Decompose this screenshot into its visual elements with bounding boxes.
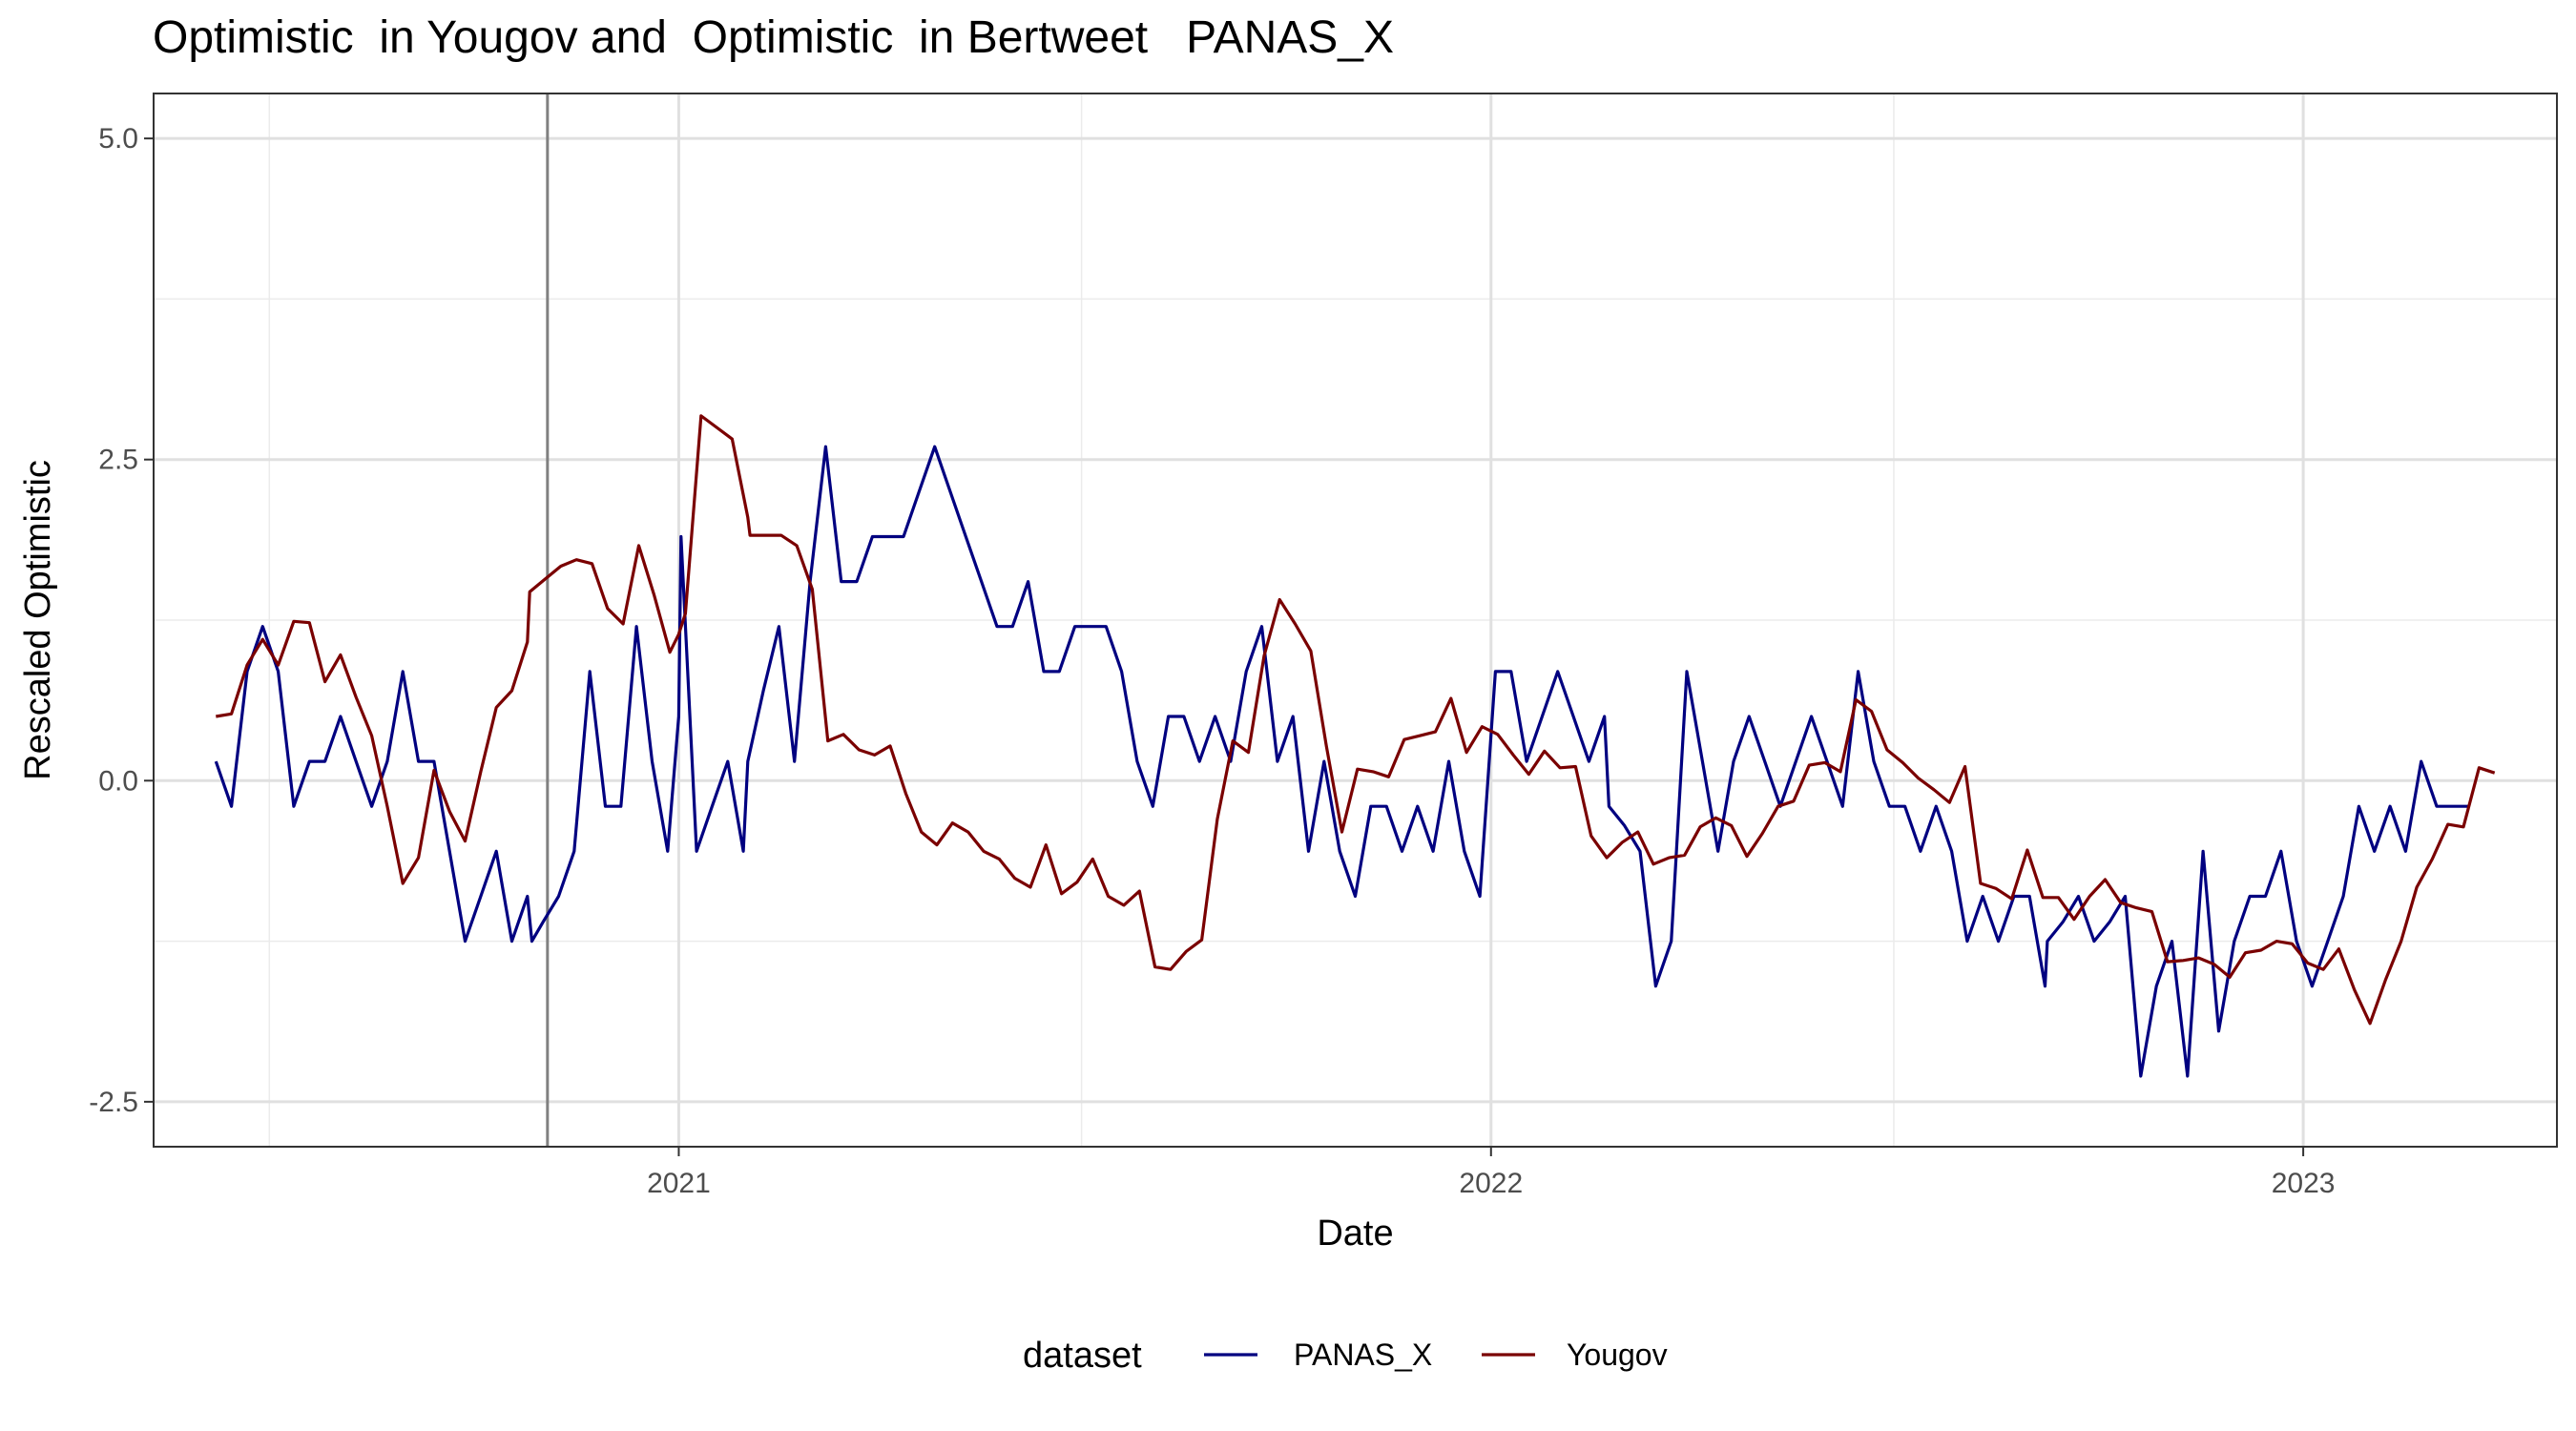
y-axis: -2.5 0.0 2.5 5.0 xyxy=(89,123,154,1118)
legend-label-panas-x: PANAS_X xyxy=(1294,1338,1432,1372)
series-line-panas-x xyxy=(214,445,2468,1078)
x-axis-title: Date xyxy=(1317,1213,1393,1254)
minor-gridlines xyxy=(154,93,2557,1147)
y-tick-label: -2.5 xyxy=(89,1087,138,1118)
chart-title: Optimistic in Yougov and Optimistic in B… xyxy=(153,12,1395,63)
x-axis: 2021 2022 2023 xyxy=(647,1147,2335,1199)
legend-label-yougov: Yougov xyxy=(1567,1338,1668,1372)
y-tick-label: 5.0 xyxy=(98,123,138,155)
series-layer xyxy=(214,414,2496,1078)
y-axis-title: Rescaled Optimistic xyxy=(18,460,58,780)
plot-panel-border xyxy=(153,93,2558,1148)
y-tick-label: 0.0 xyxy=(98,765,138,797)
x-tick-label: 2023 xyxy=(2272,1168,2336,1199)
x-tick-label: 2022 xyxy=(1459,1168,1523,1199)
series-line-yougov xyxy=(216,414,2496,1026)
legend-title: dataset xyxy=(1023,1336,1142,1376)
x-tick-label: 2021 xyxy=(647,1168,711,1199)
legend: dataset PANAS_X Yougov xyxy=(1023,1336,1668,1376)
y-tick-label: 2.5 xyxy=(98,445,138,476)
major-gridlines xyxy=(154,93,2557,1147)
